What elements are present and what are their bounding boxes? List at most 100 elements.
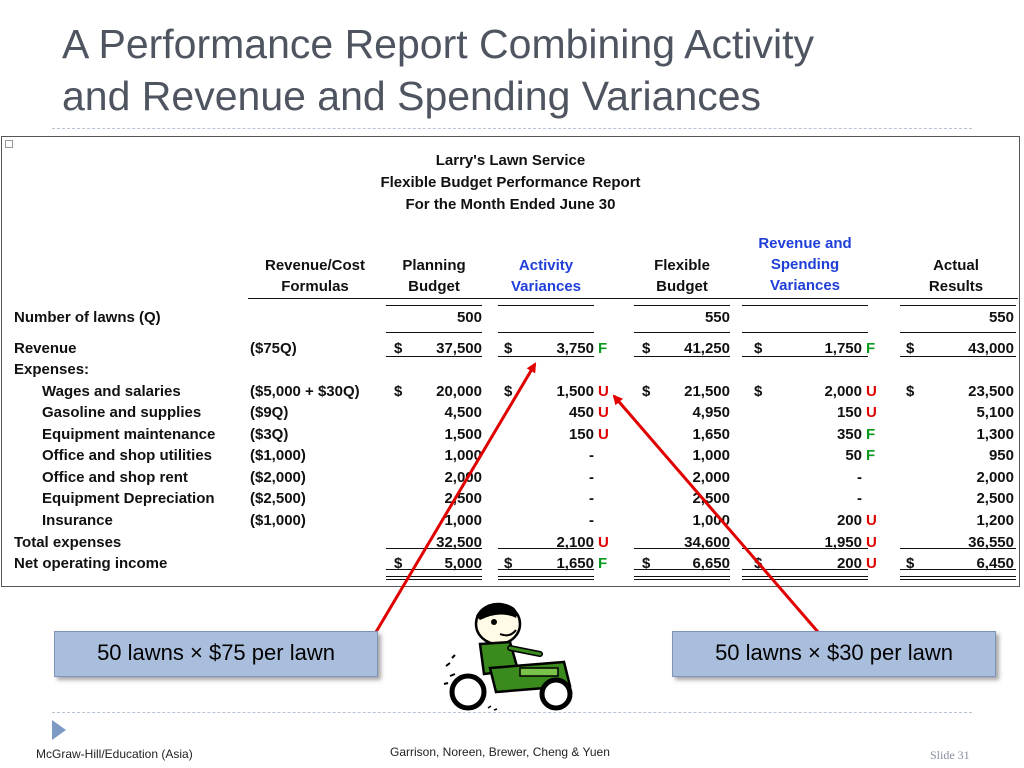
value-actual: 23,500 — [968, 383, 1014, 400]
value-planning: 2,500 — [444, 490, 482, 507]
row-formula: ($9Q) — [250, 404, 289, 421]
value-planning: 1,000 — [444, 447, 482, 464]
rule-double-noi — [742, 576, 868, 580]
col-header-flexible: Flexible Budget — [634, 255, 730, 297]
rule-under-revenue — [498, 356, 594, 357]
row-label: Office and shop utilities — [42, 447, 213, 464]
value-revspend: 50 — [845, 447, 862, 464]
value-planning: 500 — [456, 309, 482, 326]
rule-above-total — [498, 548, 594, 549]
title-divider — [52, 128, 972, 129]
value-planning: 1,500 — [444, 426, 482, 443]
value-revspend: 350 — [836, 426, 862, 443]
row-formula: ($3Q) — [250, 426, 289, 443]
value-flexible: 1,000 — [692, 447, 730, 464]
col-header-planning: Planning Budget — [386, 255, 482, 297]
callout-left: 50 lawns × $75 per lawn — [54, 631, 378, 677]
slide-title: A Performance Report Combining Activity … — [62, 18, 962, 122]
col-header-activity: Activity Variances — [498, 255, 594, 297]
row-formula: ($75Q) — [250, 340, 297, 357]
value-activity: - — [589, 447, 594, 464]
dollar-sign: $ — [642, 340, 651, 357]
play-arrow-icon[interactable] — [52, 720, 66, 740]
value-revspend: 2,000 — [824, 383, 862, 400]
rule-top-lawns — [498, 305, 594, 306]
rule-under-revenue — [634, 356, 730, 357]
row-formula: ($1,000) — [250, 447, 306, 464]
value-flexible: 41,250 — [684, 340, 730, 357]
value-activity: - — [589, 490, 594, 507]
value-actual: 2,500 — [976, 490, 1014, 507]
row-label: Expenses: — [14, 361, 90, 378]
col-header-flexible-line2: Budget — [656, 278, 708, 295]
rule-under-lawns — [386, 332, 482, 333]
row-formula: ($5,000 + $30Q) — [250, 383, 360, 400]
rule-under-revenue — [900, 356, 1016, 357]
value-revspend: 150 — [836, 404, 862, 421]
value-flexible: 1,650 — [692, 426, 730, 443]
value-flexible: 2,000 — [692, 469, 730, 486]
value-activity: 150 — [568, 426, 594, 443]
activity-flag: U — [598, 426, 609, 443]
col-header-actual: Actual Results — [908, 255, 1004, 297]
value-actual: 36,550 — [968, 534, 1014, 551]
rule-above-noi — [386, 569, 482, 570]
rule-above-noi — [742, 569, 868, 570]
activity-flag: F — [598, 340, 608, 357]
rule-above-noi — [498, 569, 594, 570]
activity-flag: F — [598, 555, 608, 572]
value-revspend: - — [857, 490, 862, 507]
value-activity: 1,650 — [556, 555, 594, 572]
rule-under-lawns — [900, 332, 1016, 333]
rule-double-noi — [498, 576, 594, 580]
row-label: Net operating income — [14, 555, 168, 572]
row-label: Total expenses — [14, 534, 122, 551]
row-formula: ($1,000) — [250, 512, 306, 529]
row-label: Equipment maintenance — [42, 426, 216, 443]
rule-above-noi — [634, 569, 730, 570]
col-header-revspend-line1: Revenue and — [758, 235, 852, 252]
revspend-flag: F — [866, 340, 876, 357]
col-header-revspend-line3: Variances — [769, 277, 841, 294]
value-revspend: 200 — [836, 512, 862, 529]
col-header-actual-line2: Results — [928, 278, 984, 295]
rule-above-total — [634, 548, 730, 549]
rule-top-lawns — [386, 305, 482, 306]
value-activity: - — [589, 469, 594, 486]
activity-flag: U — [598, 404, 609, 421]
value-revspend: 1,950 — [824, 534, 862, 551]
dollar-sign: $ — [642, 383, 651, 400]
rule-under-revenue — [742, 356, 868, 357]
rule-above-total — [900, 548, 1016, 549]
revspend-flag: U — [866, 534, 877, 551]
revspend-flag: U — [866, 512, 877, 529]
col-header-formulas-line2: Formulas — [281, 278, 349, 295]
row-formula: ($2,500) — [250, 490, 306, 507]
rule-top-lawns — [742, 305, 868, 306]
col-header-activity-line1: Activity — [518, 257, 574, 274]
value-planning: 1,000 — [444, 512, 482, 529]
slide-title-line-2: and Revenue and Spending Variances — [62, 73, 762, 119]
value-planning: 37,500 — [436, 340, 482, 357]
col-header-formulas: Revenue/Cost Formulas — [248, 255, 382, 297]
rule-above-total — [386, 548, 482, 549]
value-flexible: 4,950 — [692, 404, 730, 421]
row-label: Office and shop rent — [42, 469, 188, 486]
rule-top-lawns — [634, 305, 730, 306]
activity-flag: U — [598, 383, 609, 400]
revspend-flag: U — [866, 404, 877, 421]
col-header-flexible-line1: Flexible — [654, 257, 710, 274]
col-header-activity-line2: Variances — [510, 278, 582, 295]
value-revspend: 200 — [836, 555, 862, 572]
value-actual: 5,100 — [976, 404, 1014, 421]
rule-double-noi — [386, 576, 482, 580]
revspend-flag: U — [866, 383, 877, 400]
dollar-sign: $ — [504, 340, 513, 357]
value-actual: 950 — [988, 447, 1014, 464]
dollar-sign: $ — [504, 383, 513, 400]
dollar-sign: $ — [754, 340, 763, 357]
row-label: Number of lawns (Q) — [14, 309, 161, 326]
value-actual: 1,200 — [976, 512, 1014, 529]
value-revspend: - — [857, 469, 862, 486]
value-activity: 450 — [568, 404, 594, 421]
